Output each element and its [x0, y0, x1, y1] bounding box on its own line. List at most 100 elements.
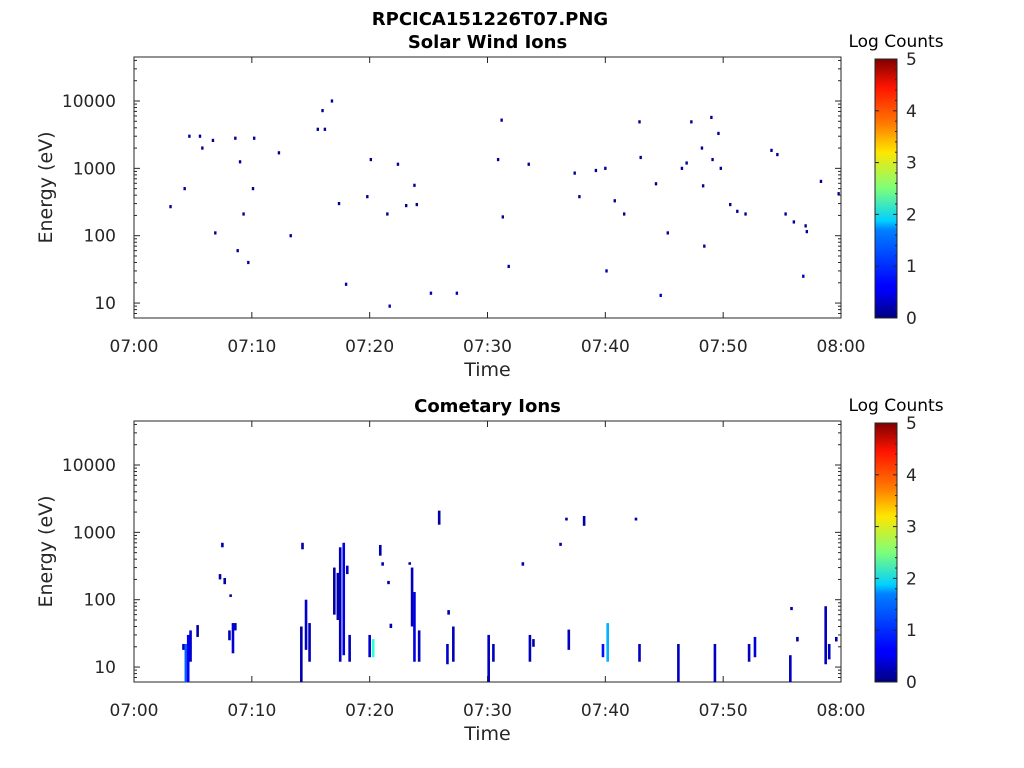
colorbar-tick-label: 1	[906, 257, 917, 277]
data-bar	[824, 606, 827, 665]
data-bar	[437, 510, 441, 525]
y-axis-label: Energy (eV)	[35, 495, 57, 607]
data-point	[211, 138, 215, 143]
data-point	[784, 212, 787, 216]
data-point	[201, 146, 204, 150]
data-point	[719, 166, 723, 170]
data-point	[369, 157, 373, 162]
data-point	[413, 183, 416, 187]
data-bar	[381, 562, 384, 566]
data-bar	[446, 643, 449, 665]
data-bar	[184, 643, 188, 682]
data-bar	[189, 630, 192, 662]
data-bar	[231, 623, 235, 654]
x-tick-label: 08:00	[817, 701, 866, 721]
data-point	[613, 199, 616, 203]
x-tick-label: 07:00	[110, 337, 159, 357]
colorbar-title: Log Counts	[848, 396, 943, 416]
data-bar	[371, 639, 375, 658]
data-bar	[342, 542, 346, 656]
data-point	[366, 195, 369, 199]
x-tick-label: 07:40	[581, 701, 630, 721]
data-point	[183, 187, 186, 191]
data-point	[792, 220, 796, 224]
data-point	[507, 264, 510, 269]
colorbar-title: Log Counts	[848, 32, 943, 52]
y-tick-label: 1000	[73, 159, 116, 179]
x-tick-label: 07:00	[110, 701, 159, 721]
colorbar-tick-label: 3	[906, 154, 917, 174]
data-bar	[234, 623, 237, 631]
data-bar	[638, 643, 641, 662]
data-bar	[348, 634, 351, 662]
data-point	[605, 269, 608, 273]
x-tick-label: 07:40	[581, 337, 630, 357]
data-point	[236, 249, 239, 253]
colorbar-tick-label: 4	[906, 102, 917, 122]
data-point	[169, 205, 172, 209]
data-bar	[582, 515, 586, 526]
y-axis-label: Energy (eV)	[35, 131, 57, 243]
chart-panel: Solar Wind Ions 07:00 07:10 07:20 07:30 07:40…	[35, 32, 944, 381]
data-point	[455, 291, 459, 295]
x-tick-label: 07:30	[463, 701, 512, 721]
data-point	[388, 304, 391, 308]
data-bar	[304, 599, 308, 650]
data-point	[500, 118, 503, 122]
y-tick-label: 10	[94, 658, 116, 678]
data-point	[638, 120, 641, 124]
data-bar	[301, 542, 304, 550]
chart-panel: Cometary Ions 07:00 07:10 07:20 07:30 07:40 07…	[35, 396, 944, 745]
data-point	[344, 282, 348, 286]
data-point	[805, 230, 809, 234]
data-bar	[796, 636, 799, 642]
data-bar	[186, 634, 190, 682]
data-point	[729, 202, 732, 207]
data-point	[622, 212, 626, 216]
colorbar-tick-label: 2	[906, 569, 917, 589]
data-bar	[218, 574, 222, 580]
data-point	[736, 209, 739, 213]
data-bar	[410, 567, 414, 627]
data-point	[386, 212, 389, 216]
data-point	[323, 127, 327, 131]
data-point	[776, 153, 779, 157]
data-bar	[559, 542, 562, 546]
x-tick-label: 07:10	[227, 337, 276, 357]
data-point	[700, 146, 704, 150]
data-bar	[789, 655, 792, 682]
data-point	[321, 109, 324, 113]
plot-area	[133, 56, 842, 319]
data-point	[252, 136, 256, 140]
data-bar	[308, 623, 311, 662]
data-point	[770, 148, 773, 152]
data-bar	[378, 544, 382, 556]
data-point	[578, 195, 581, 199]
data-bar	[229, 594, 232, 597]
data-point	[666, 231, 669, 235]
data-point	[744, 212, 747, 216]
data-point	[289, 234, 292, 238]
data-bar	[492, 643, 495, 662]
x-tick-label: 07:30	[463, 337, 512, 357]
data-point	[429, 291, 433, 295]
data-point	[604, 166, 607, 170]
data-point	[685, 161, 688, 165]
colorbar-gradient	[874, 422, 898, 683]
data-point	[277, 151, 281, 155]
x-tick-label: 07:20	[345, 337, 394, 357]
x-tick-label: 07:50	[699, 337, 748, 357]
data-bar	[221, 542, 224, 548]
y-tick-label: 10	[94, 294, 116, 314]
colorbar: Log Counts 0 1 2 3 4 5	[848, 396, 943, 693]
data-bar	[487, 634, 490, 682]
data-point	[802, 274, 805, 278]
data-point	[804, 224, 807, 228]
data-bar	[790, 606, 793, 611]
data-bar	[452, 626, 455, 662]
data-bar	[333, 567, 336, 615]
x-tick-label: 07:20	[345, 701, 394, 721]
data-point	[819, 179, 823, 184]
data-layer	[169, 99, 840, 308]
colorbar-tick-label: 1	[906, 621, 917, 641]
